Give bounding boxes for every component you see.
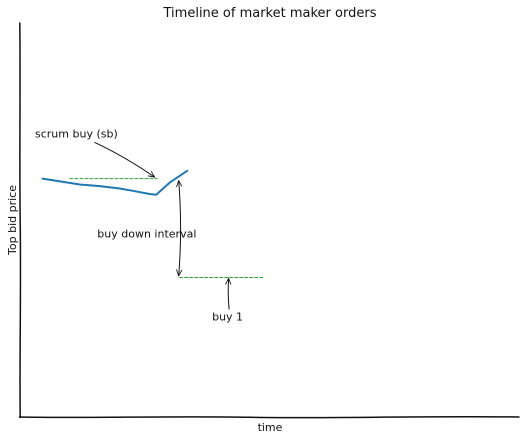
annotation-arrow-1 bbox=[94, 141, 155, 177]
annotation-arrow-3 bbox=[228, 278, 229, 310]
annotation-layer: scrum buy (sb) buy down interval buy 1 bbox=[35, 127, 243, 323]
y-axis-label: Top bid price bbox=[6, 185, 19, 256]
x-axis-label: time bbox=[258, 421, 283, 434]
chart-title: Timeline of market maker orders bbox=[163, 6, 377, 21]
series-top-bid-price bbox=[41, 169, 189, 196]
annotation-text-3: buy 1 bbox=[212, 311, 243, 324]
annotation-double-arrow bbox=[179, 181, 181, 276]
series-layer bbox=[41, 169, 265, 278]
y-axis bbox=[19, 22, 22, 419]
annotation-text-2: buy down interval bbox=[97, 228, 196, 241]
annotation-text-1: scrum buy (sb) bbox=[35, 127, 118, 140]
axes bbox=[18, 22, 520, 419]
x-axis bbox=[18, 415, 520, 419]
